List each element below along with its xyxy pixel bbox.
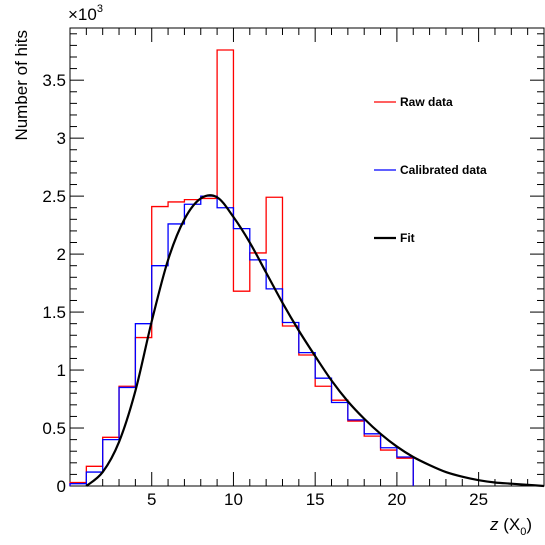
y-multiplier-base: ×10: [68, 5, 97, 24]
y-tick-label: 3.5: [42, 71, 66, 90]
y-axis-multiplier: ×103: [68, 3, 103, 24]
axis-ticks: [69, 28, 545, 487]
legend-label: Raw data: [400, 95, 453, 109]
y-tick-label: 0: [57, 477, 66, 496]
y-tick-label: 2: [57, 245, 66, 264]
y-tick-labels: 0 0.5 1 1.5 2 2.5 3 3.5: [42, 71, 66, 496]
x-axis-unit-subscript: 0: [520, 526, 526, 538]
y-axis-title: Number of hits: [12, 30, 31, 141]
legend-label: Calibrated data: [400, 163, 487, 177]
x-tick-label: 15: [306, 490, 325, 509]
x-tick-label: 5: [147, 490, 156, 509]
x-tick-label: 10: [224, 490, 243, 509]
x-axis-variable: z: [489, 515, 499, 534]
x-axis-unit-close: ): [526, 515, 532, 534]
x-tick-label: 20: [387, 490, 406, 509]
series-fit-curve: [85, 194, 545, 488]
series-raw-data-line: [69, 49, 414, 486]
x-axis-unit: (X: [499, 515, 521, 534]
x-tick-label: 25: [469, 490, 488, 509]
x-axis-title: z (X0): [489, 515, 532, 538]
legend-label: Fit: [400, 231, 415, 245]
y-tick-label: 1.5: [42, 303, 66, 322]
y-tick-label: 1: [57, 361, 66, 380]
y-multiplier-exponent: 3: [97, 3, 103, 15]
series-calibrated-data-line: [69, 195, 414, 486]
y-tick-label: 0.5: [42, 419, 66, 438]
x-tick-labels: 5 10 15 20 25: [147, 490, 488, 509]
y-tick-label: 3: [57, 129, 66, 148]
legend: Raw data Calibrated data Fit: [374, 95, 487, 245]
y-tick-label: 2.5: [42, 187, 66, 206]
plot-area: [69, 27, 545, 487]
series-layer: [69, 49, 545, 488]
